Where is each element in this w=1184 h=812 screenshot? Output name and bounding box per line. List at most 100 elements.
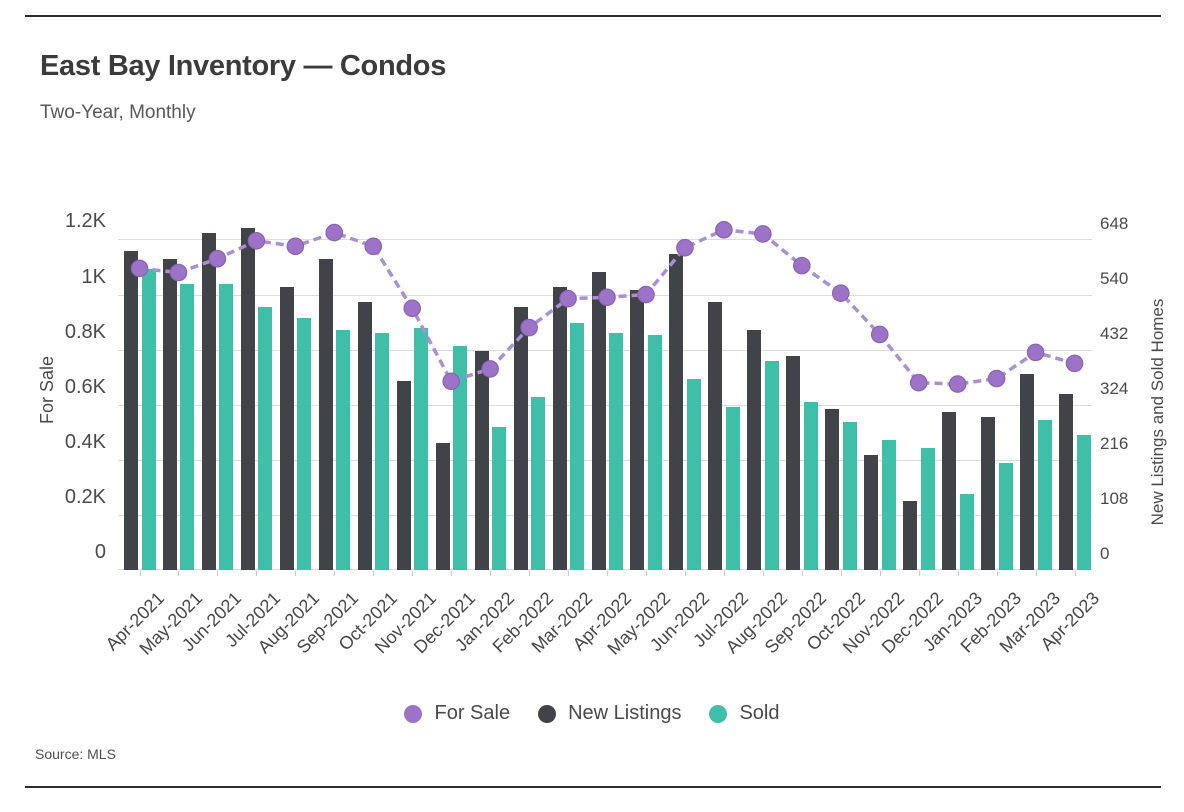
left-axis-tick: 0 [94, 541, 106, 563]
new-listings-bar [942, 411, 957, 570]
sold-bar [492, 427, 507, 570]
for-sale-marker [909, 373, 928, 392]
x-tickmark [762, 571, 764, 576]
sold-bar [336, 330, 351, 570]
sold-bar [453, 345, 468, 570]
new-listings-bar [864, 455, 879, 570]
new-listings-bar [318, 258, 333, 570]
sold-bar [219, 284, 234, 570]
for-sale-marker [208, 249, 227, 268]
sold-bar [414, 327, 429, 570]
for-sale-marker [481, 360, 499, 378]
new-listings-bar [240, 228, 255, 570]
bottom-border-rule [25, 786, 1161, 788]
new-listings-bar [591, 271, 606, 570]
sold-bar [531, 396, 546, 570]
x-tickmark [256, 571, 258, 576]
chart-legend: For Sale New Listings Sold [0, 702, 1184, 725]
chart-subtitle: Two-Year, Monthly [40, 102, 196, 123]
x-tickmark [723, 571, 725, 576]
new-listings-bar [357, 302, 372, 570]
sold-bar [764, 360, 779, 570]
x-tickmark [412, 571, 414, 576]
sold-bar [1037, 419, 1052, 570]
for-sale-marker [1065, 354, 1084, 373]
for-sale-marker [948, 375, 967, 393]
x-tickmark [178, 571, 180, 576]
for-sale-marker [831, 284, 850, 302]
for-sale-marker [715, 221, 733, 239]
right-axis-tick: 432 [1100, 323, 1129, 343]
right-axis-tick: 648 [1100, 213, 1129, 233]
new-listings-bar [669, 253, 684, 570]
sold-bar [570, 322, 585, 570]
top-border-rule [25, 15, 1161, 17]
sold-bar [1076, 434, 1091, 570]
sold-bar [375, 332, 390, 570]
x-tickmark [568, 571, 570, 576]
for-sale-marker [637, 285, 655, 304]
new-listings-bar [162, 258, 177, 570]
x-tickmark [451, 571, 453, 576]
x-tickmark [529, 571, 531, 576]
sold-bar [258, 307, 273, 570]
x-tickmark [607, 571, 609, 576]
for-sale-marker [676, 238, 694, 257]
new-listings-bar [552, 286, 567, 570]
sold-bar [297, 317, 312, 570]
new-listings-bar [903, 501, 918, 570]
sold-bar [920, 447, 935, 570]
for-sale-line [139, 228, 1075, 386]
for-sale-marker [520, 318, 538, 337]
sold-bar [686, 378, 701, 570]
legend-label: New Listings [568, 702, 682, 724]
for-sale-marker [364, 237, 383, 256]
x-tickmark [217, 571, 219, 576]
legend-item: For Sale [404, 702, 510, 725]
x-tickmark [840, 571, 842, 576]
for-sale-marker [870, 325, 889, 344]
x-tickmark [879, 571, 881, 576]
new-listings-bar [981, 417, 996, 570]
new-listings-bar [124, 251, 138, 570]
sold-bar [141, 269, 156, 570]
for-sale-marker [1026, 343, 1045, 362]
for-sale-marker [987, 369, 1006, 388]
right-axis-tick: 540 [1100, 268, 1129, 288]
legend-label: For Sale [434, 702, 511, 724]
legend-label: Sold [739, 702, 780, 724]
left-axis-tick: 1K [81, 265, 106, 288]
x-tickmark [801, 571, 803, 576]
new-listings-bar [513, 307, 528, 570]
right-axis-tick: 108 [1100, 488, 1129, 508]
plot-area [118, 213, 1092, 570]
sold-bar [959, 493, 974, 570]
new-listings-bar [279, 286, 294, 570]
new-listings-bar [396, 381, 411, 570]
new-listings-bar [474, 350, 489, 570]
legend-swatch-icon [538, 704, 557, 723]
for-sale-marker [169, 263, 188, 282]
new-listings-bar [747, 330, 762, 570]
sold-bar [842, 422, 857, 570]
sold-bar [881, 439, 896, 570]
x-tickmark [490, 571, 492, 576]
legend-item: New Listings [538, 702, 681, 725]
sold-bar [609, 332, 624, 570]
sold-bar [647, 335, 662, 570]
x-tickmark [139, 571, 141, 576]
left-axis-tick: 0.4K [64, 430, 106, 453]
left-axis-tick: 0.2K [64, 485, 106, 508]
legend-swatch-icon [709, 704, 728, 723]
new-listings-bar [825, 409, 840, 570]
x-tickmark [1035, 571, 1037, 576]
new-listings-bar [201, 233, 216, 570]
left-axis-tick: 0.8K [64, 320, 106, 343]
sold-bar [803, 401, 818, 570]
x-tickmark [918, 571, 920, 576]
for-sale-marker [130, 259, 149, 278]
left-axis-tick: 0.6K [64, 375, 106, 398]
new-listings-bar [786, 355, 801, 570]
source-note: Source: MLS [35, 746, 116, 762]
